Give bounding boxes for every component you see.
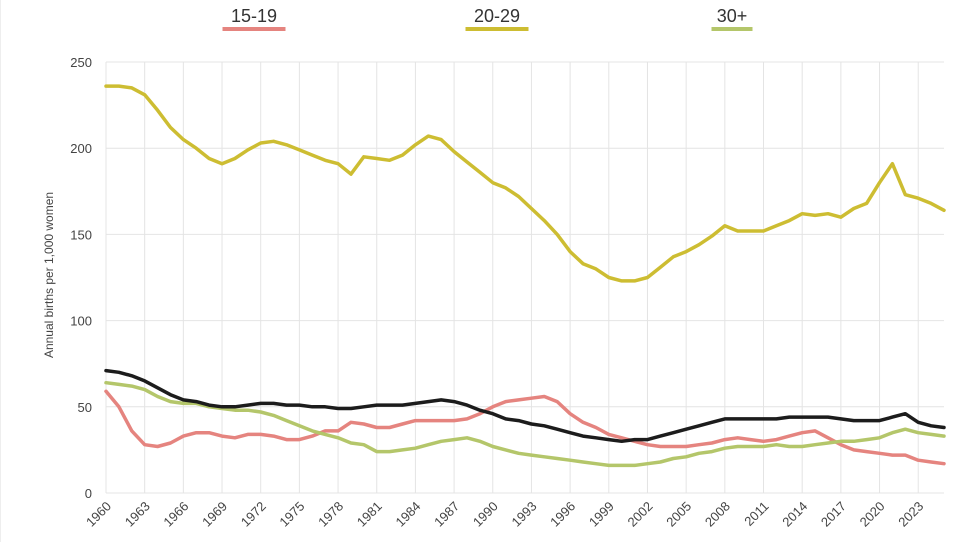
x-tick-label: 1960: [83, 499, 114, 530]
x-tick-label: 1987: [431, 499, 462, 530]
y-axis-title: Annual births per 1,000 women: [42, 192, 56, 358]
y-tick-label: 0: [85, 486, 92, 501]
horizontal-gridlines: [106, 61, 944, 494]
legend-label: 30+: [717, 6, 748, 26]
x-tick-label: 1993: [509, 499, 540, 530]
legend-label: 15-19: [231, 6, 277, 26]
x-tick-label: 2011: [741, 499, 771, 529]
y-tick-label: 50: [78, 400, 92, 415]
legend-label: 20-29: [474, 6, 520, 26]
legend-item-15-19[interactable]: 15-19: [222, 6, 286, 31]
y-tick-label: 250: [70, 55, 92, 70]
x-tick-label: 2023: [895, 499, 926, 530]
series-line-15-19: [104, 389, 946, 466]
x-tick-label: 1969: [199, 499, 230, 530]
x-axis-ticks: 1960 1963 1966 1969 1972 1975 1978 1981 1984 1987…: [83, 499, 926, 530]
x-tick-label: 2005: [663, 499, 694, 530]
x-tick-label: 2002: [625, 499, 656, 530]
x-tick-label: 1975: [276, 499, 307, 530]
series-line-20-29: [104, 84, 946, 283]
x-tick-label: 1981: [354, 499, 385, 530]
x-tick-label: 2017: [818, 499, 849, 530]
y-tick-label: 150: [70, 227, 92, 242]
x-tick-label: 1999: [586, 499, 617, 530]
legend[interactable]: 15-19 20-29 30+: [222, 6, 753, 31]
x-tick-label: 1963: [122, 499, 153, 530]
series-line-30+: [104, 380, 946, 468]
x-tick-label: 1990: [470, 499, 501, 530]
x-tick-label: 1984: [392, 499, 423, 530]
y-tick-label: 100: [70, 314, 92, 329]
x-tick-label: 2014: [779, 499, 810, 530]
series-lines: [104, 84, 946, 468]
series-line-total: [104, 368, 946, 444]
x-tick-label: 1972: [238, 499, 269, 530]
x-tick-label: 1978: [315, 499, 346, 530]
legend-item-30+[interactable]: 30+: [711, 6, 753, 31]
x-tick-label: 1996: [547, 499, 578, 530]
x-tick-label: 2008: [702, 499, 733, 530]
y-axis-ticks: 0 50 100 150 200 250: [70, 55, 92, 501]
legend-item-20-29[interactable]: 20-29: [465, 6, 529, 31]
x-tick-label: 1966: [160, 499, 191, 530]
x-tick-label: 2020: [857, 499, 888, 530]
y-tick-label: 200: [70, 141, 92, 156]
vertical-gridlines: [105, 62, 919, 493]
